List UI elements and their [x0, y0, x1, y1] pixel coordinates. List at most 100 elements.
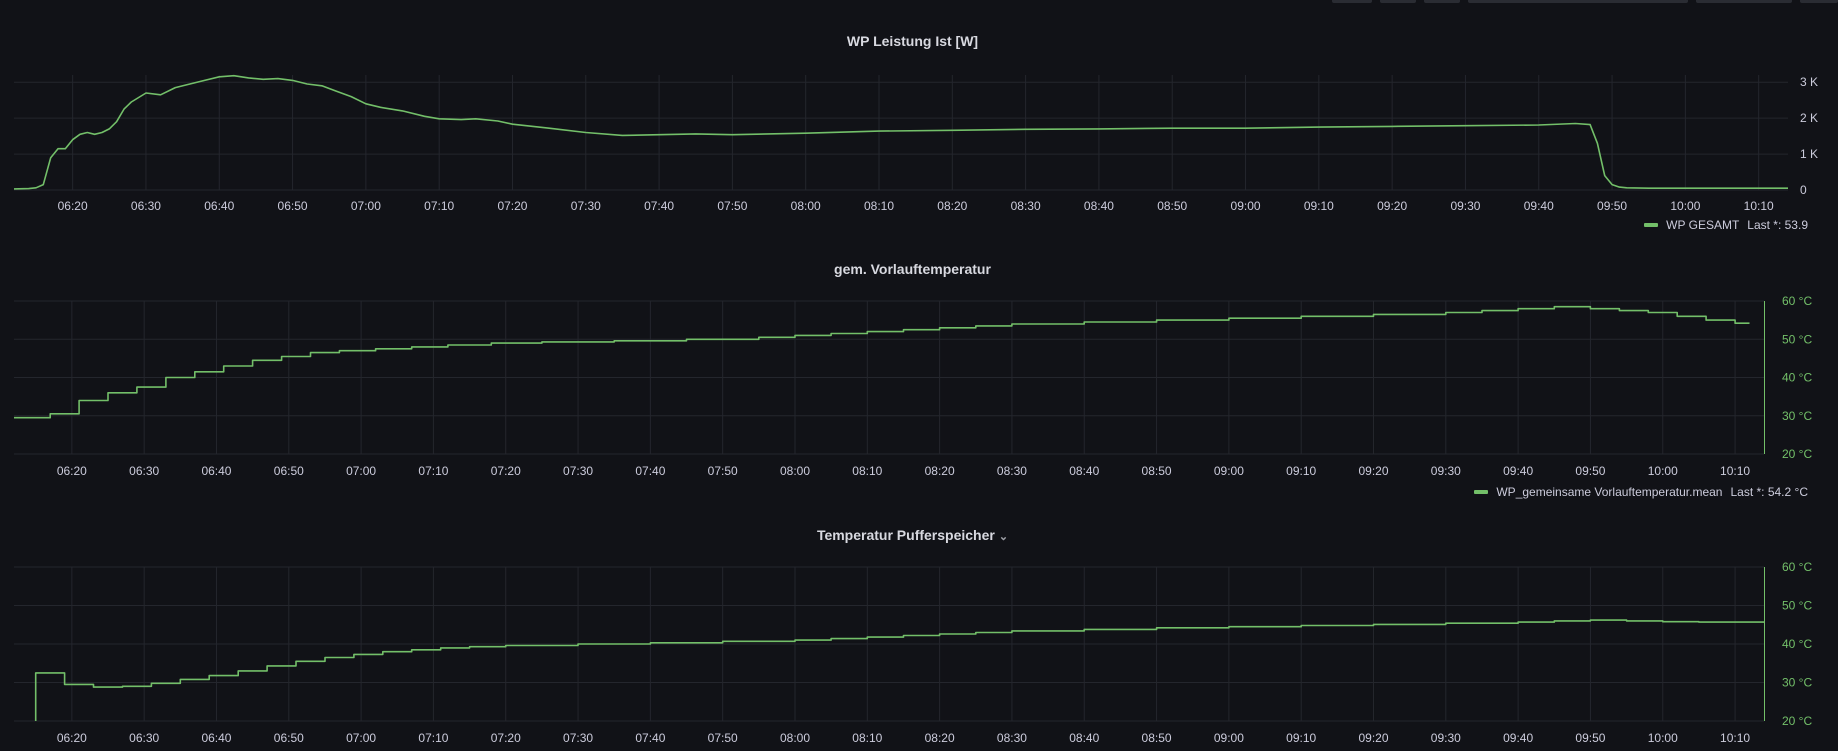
- x-tick-label: 10:00: [1670, 199, 1700, 213]
- x-tick-label: 07:00: [346, 464, 376, 478]
- x-tick-label: 06:40: [201, 464, 231, 478]
- chevron-down-icon[interactable]: ⌄: [998, 531, 1009, 543]
- refresh-button[interactable]: [1696, 0, 1792, 3]
- x-tick-label: 09:40: [1503, 464, 1533, 478]
- y-tick-label: 20 °C: [1782, 447, 1812, 461]
- x-tick-label: 09:00: [1231, 199, 1261, 213]
- y-tick-label: 60 °C: [1782, 560, 1812, 574]
- x-tick-label: 06:30: [131, 199, 161, 213]
- x-tick-label: 07:00: [346, 731, 376, 745]
- x-tick-label: 09:30: [1450, 199, 1480, 213]
- grid: [14, 75, 1788, 191]
- y-tick-label: 3 K: [1800, 75, 1818, 89]
- panel-title[interactable]: gem. Vorlauftemperatur: [0, 261, 1825, 277]
- time-range-picker[interactable]: [1468, 0, 1688, 3]
- toolbar-button-2[interactable]: [1380, 0, 1416, 3]
- legend[interactable]: WP GESAMT Last *: 53.9: [1644, 218, 1808, 232]
- x-tick-label: 07:40: [635, 731, 665, 745]
- legend-series-name: WP_gemeinsame Vorlauftemperatur.mean: [1496, 485, 1723, 499]
- y-tick-label: 20 °C: [1782, 714, 1812, 728]
- x-tick-label: 08:20: [937, 199, 967, 213]
- x-tick-label: 07:30: [563, 731, 593, 745]
- x-tick-label: 06:50: [274, 464, 304, 478]
- panel-title[interactable]: Temperatur Pufferspeicher ⌄: [0, 527, 1825, 543]
- x-tick-label: 07:10: [418, 464, 448, 478]
- chart-pufferspeicher: 20 °C 30 °C 40 °C 50 °C 60 °C 06:20 06:30 06:40…: [14, 560, 1812, 745]
- x-tick-label: 08:30: [997, 464, 1027, 478]
- x-tick-label: 09:50: [1575, 464, 1605, 478]
- x-tick-label: 08:30: [997, 731, 1027, 745]
- toolbar-button-1[interactable]: [1332, 0, 1372, 3]
- x-tick-label: 08:00: [780, 731, 810, 745]
- legend-last-value: Last *: 54.2 °C: [1730, 485, 1808, 499]
- x-tick-label: 06:20: [57, 464, 87, 478]
- x-tick-label: 10:00: [1648, 464, 1678, 478]
- chart-wp-leistung: 0 1 K 2 K 3 K 06:20 06:30 06:40 06:50 07:00 07:10…: [13, 74, 1818, 213]
- x-tick-label: 07:50: [708, 731, 738, 745]
- x-tick-label: 06:20: [58, 199, 88, 213]
- x-tick-label: 09:50: [1575, 731, 1605, 745]
- x-tick-label: 07:20: [491, 464, 521, 478]
- grid: [14, 300, 1764, 455]
- y-tick-label: 50 °C: [1782, 599, 1812, 613]
- y-tick-label: 0: [1800, 183, 1807, 197]
- x-tick-label: 06:40: [201, 731, 231, 745]
- x-tick-label: 06:50: [274, 731, 304, 745]
- x-tick-label: 09:30: [1431, 731, 1461, 745]
- x-tick-label: 08:50: [1157, 199, 1187, 213]
- x-tick-label: 08:40: [1069, 731, 1099, 745]
- x-tick-label: 08:10: [852, 464, 882, 478]
- series-line[interactable]: [13, 74, 1788, 190]
- x-tick-label: 07:40: [644, 199, 674, 213]
- legend-swatch: [1644, 223, 1659, 227]
- x-tick-label: 08:20: [925, 464, 955, 478]
- x-tick-label: 07:30: [563, 464, 593, 478]
- grid: [14, 566, 1764, 722]
- x-tick-label: 09:00: [1214, 464, 1244, 478]
- x-tick-label: 09:00: [1214, 731, 1244, 745]
- legend[interactable]: WP_gemeinsame Vorlauftemperatur.mean Las…: [1474, 485, 1808, 499]
- x-tick-label: 07:10: [424, 199, 454, 213]
- x-tick-label: 07:00: [351, 199, 381, 213]
- x-tick-label: 09:10: [1286, 731, 1316, 745]
- legend-series-name: WP GESAMT: [1666, 218, 1740, 232]
- x-tick-label: 06:30: [129, 464, 159, 478]
- panel-wp-leistung: WP Leistung Ist [W] 0 1 K 2 K 3 K 06:20 06:30…: [0, 0, 1838, 240]
- x-tick-label: 07:40: [635, 464, 665, 478]
- x-tick-label: 08:00: [780, 464, 810, 478]
- x-tick-label: 10:10: [1744, 199, 1774, 213]
- x-tick-label: 09:10: [1286, 464, 1316, 478]
- y-tick-label: 30 °C: [1782, 676, 1812, 690]
- x-tick-label: 07:50: [717, 199, 747, 213]
- x-tick-label: 08:30: [1011, 199, 1041, 213]
- refresh-interval-button[interactable]: [1800, 0, 1838, 3]
- panel-title-text: Temperatur Pufferspeicher: [816, 527, 995, 543]
- y-tick-label: 30 °C: [1782, 409, 1812, 423]
- panel-title[interactable]: WP Leistung Ist [W]: [0, 33, 1825, 49]
- x-tick-label: 08:20: [925, 731, 955, 745]
- series-line[interactable]: [14, 305, 1750, 419]
- legend-swatch: [1474, 490, 1489, 494]
- x-tick-label: 08:40: [1069, 464, 1099, 478]
- y-tick-label: 50 °C: [1782, 332, 1812, 346]
- x-tick-label: 07:50: [708, 464, 738, 478]
- x-tick-label: 07:30: [571, 199, 601, 213]
- legend-last-value: Last *: 53.9: [1747, 218, 1808, 232]
- x-tick-label: 10:00: [1648, 731, 1678, 745]
- x-tick-label: 09:30: [1431, 464, 1461, 478]
- x-tick-label: 07:20: [497, 199, 527, 213]
- series-line[interactable]: [34, 619, 1764, 721]
- x-tick-label: 09:50: [1597, 199, 1627, 213]
- x-tick-label: 08:10: [864, 199, 894, 213]
- x-tick-label: 09:20: [1377, 199, 1407, 213]
- toolbar-button-3[interactable]: [1424, 0, 1460, 3]
- x-tick-label: 07:20: [491, 731, 521, 745]
- y-tick-label: 2 K: [1800, 111, 1818, 125]
- x-tick-label: 06:50: [278, 199, 308, 213]
- x-tick-label: 06:30: [129, 731, 159, 745]
- x-tick-label: 10:10: [1720, 464, 1750, 478]
- x-tick-label: 08:40: [1084, 199, 1114, 213]
- x-tick-label: 07:10: [418, 731, 448, 745]
- chart-vorlauftemperatur: 20 °C 30 °C 40 °C 50 °C 60 °C 06:20 06:30 06:40…: [14, 294, 1812, 478]
- x-tick-label: 08:50: [1142, 464, 1172, 478]
